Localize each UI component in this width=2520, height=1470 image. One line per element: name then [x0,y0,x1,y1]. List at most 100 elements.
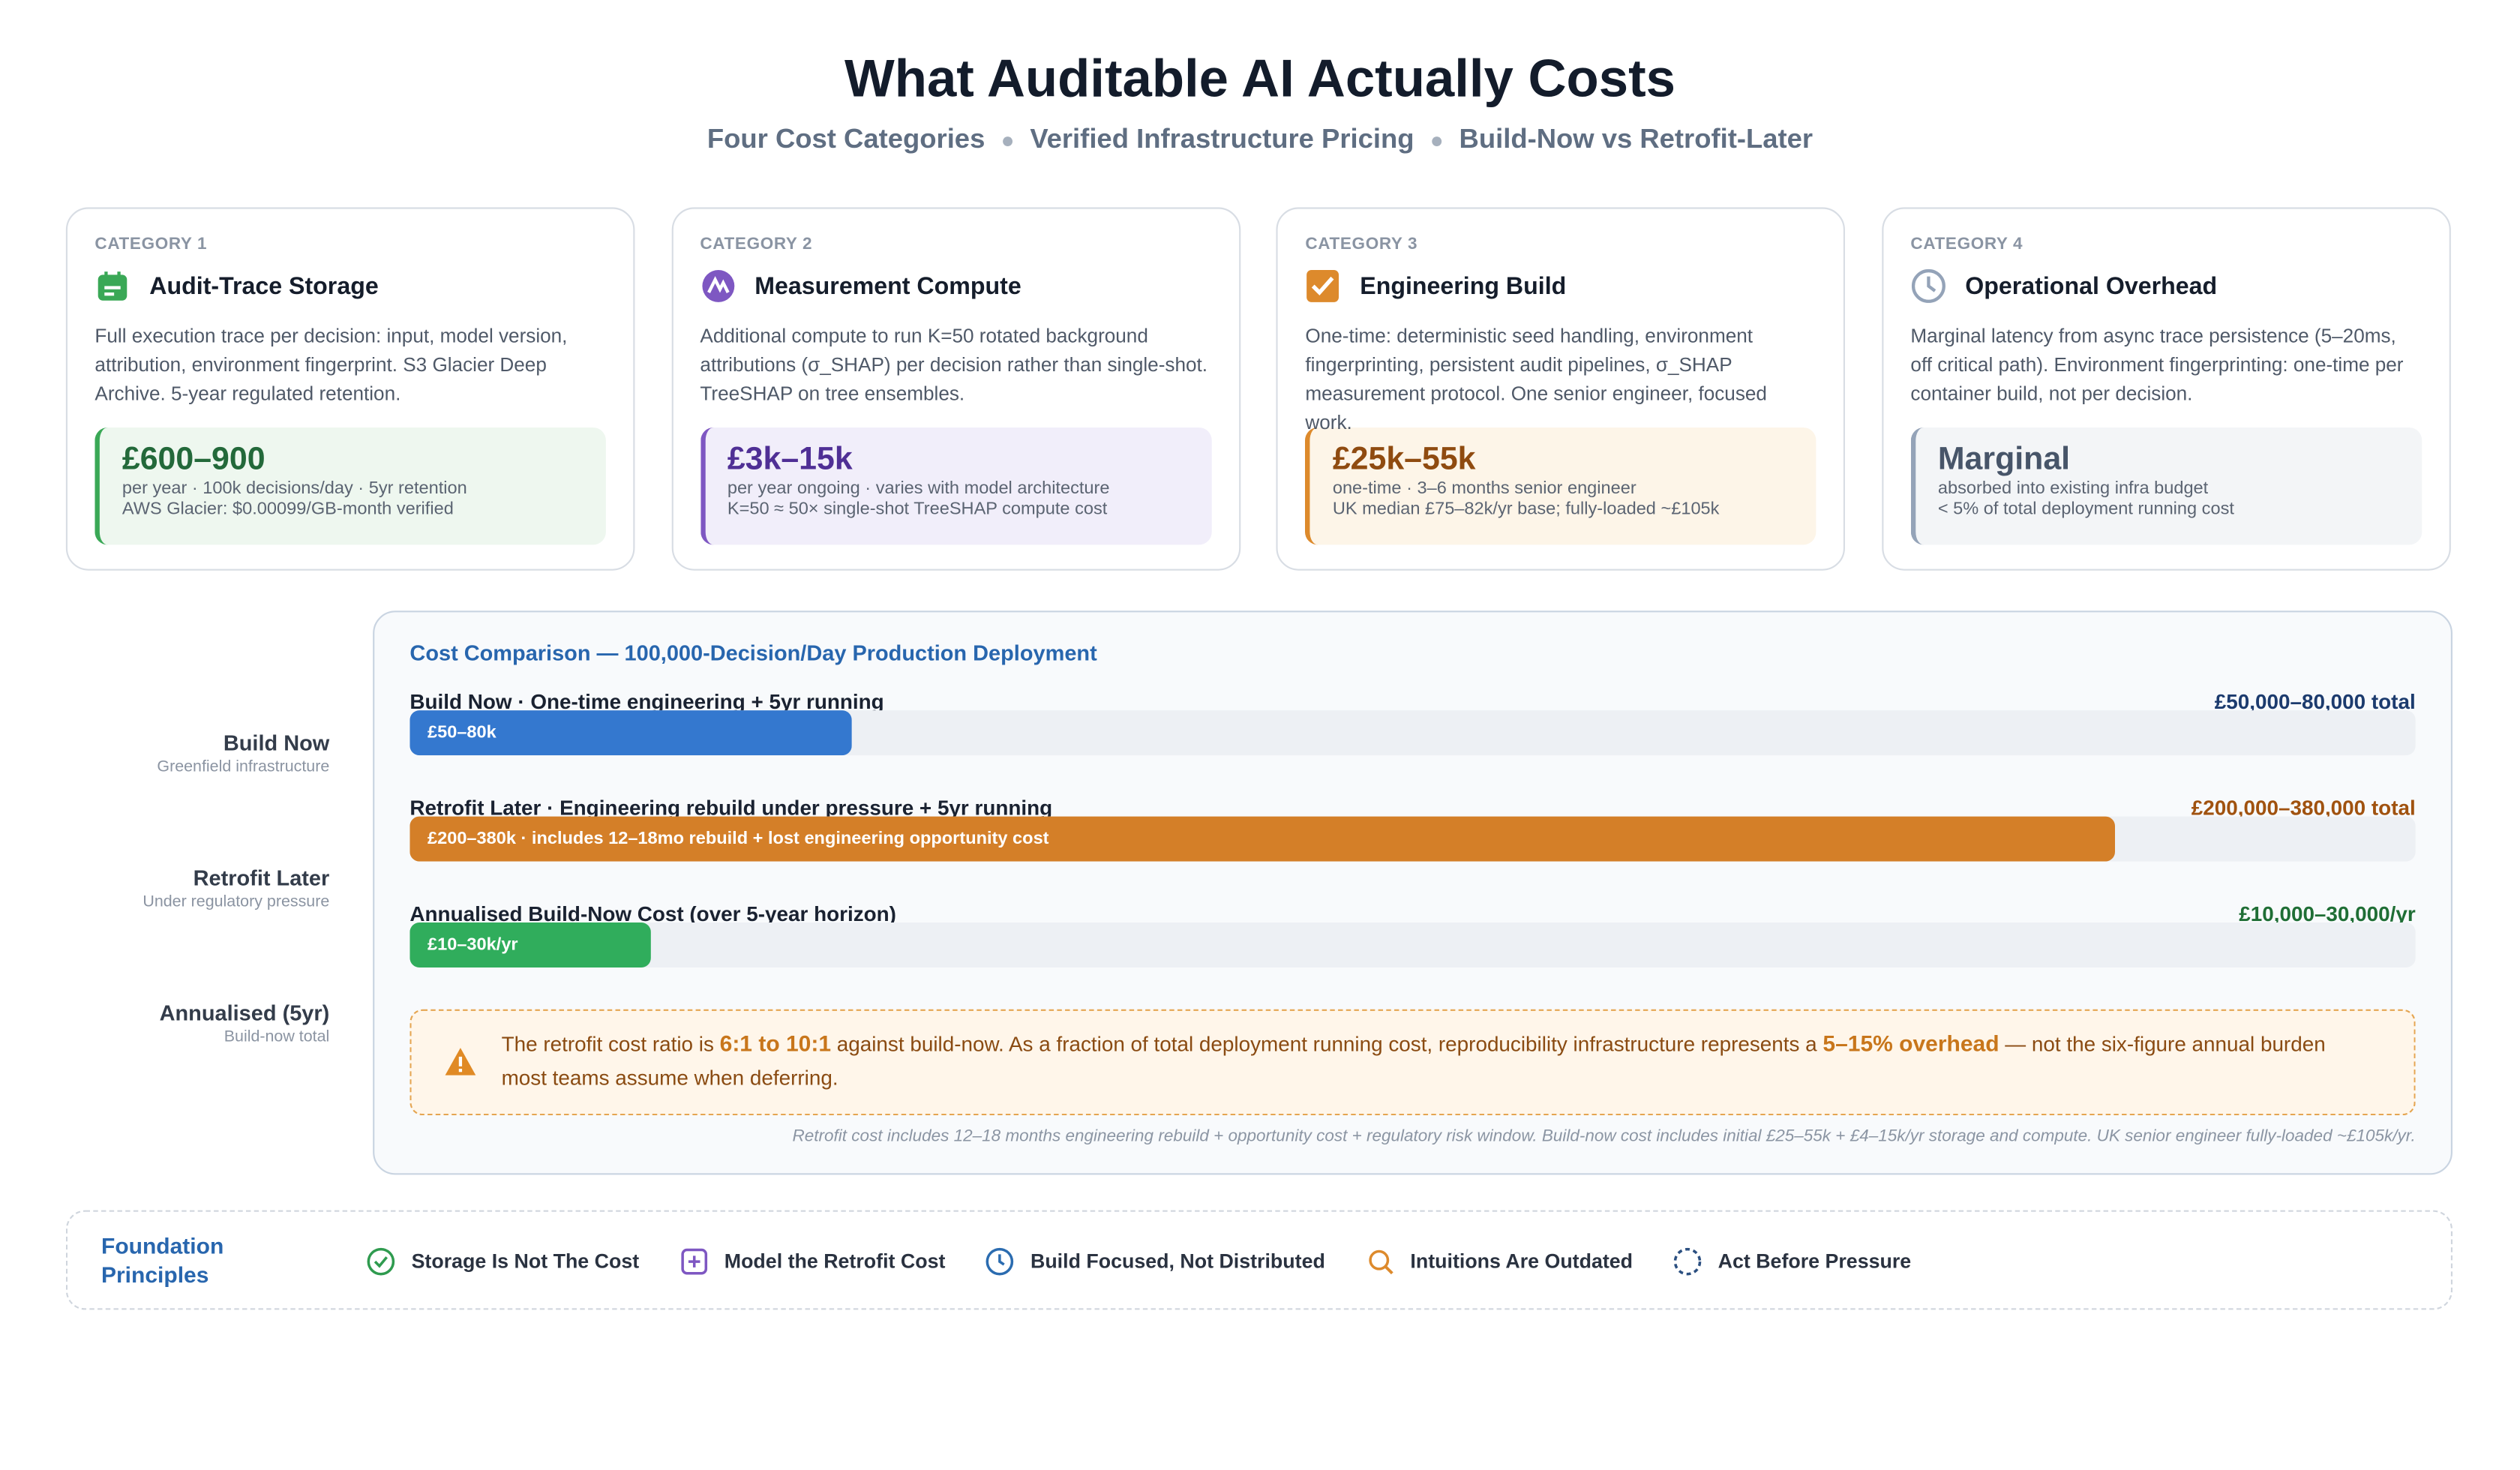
side-subtitle: Under regulatory pressure [142,893,330,911]
category-name: Engineering Build [1360,272,1567,300]
principle: Storage Is Not The Cost [364,1246,639,1278]
callout: The retrofit cost ratio is 6:1 to 10:1 a… [410,1009,2416,1116]
principle: Intuitions Are Outdated [1364,1246,1633,1278]
bar-track: £10–30k/yr [410,922,2416,968]
amount: £600–900 [122,442,266,478]
principle-list: Storage Is Not The Cost Model the Retrofi… [364,1246,1911,1278]
category-name: Operational Overhead [1965,272,2218,300]
category-card: CATEGORY 1 Audit-Trace Storage Full execut… [65,207,635,571]
principle: Model the Retrofit Cost [678,1246,946,1278]
amount: £25k–55k [1332,442,1476,478]
separator-dot [1002,136,1012,146]
side-label: Annualised (5yr) Build-now total [64,1001,330,1046]
category-card: CATEGORY 2 Measurement Compute Additional … [670,207,1240,571]
icon [1306,270,1340,302]
separator-dot [1432,136,1442,146]
icon [367,1247,395,1276]
subtitle-item: Verified Infrastructure Pricing [1030,124,1414,154]
amount-box: £3k–15k per year ongoing · varies with mo… [700,428,1211,545]
category-label: CATEGORY 4 [1910,234,2024,254]
row-total: £200,000–380,000 total [2191,795,2416,820]
category-heading: Measurement Compute [700,266,1210,308]
bar-label: £50–80k [428,723,496,742]
category-card: CATEGORY 4 Operational Overhead Marginal l… [1881,207,2451,571]
row-label: Build Now · One-time engineering + 5yr r… [410,689,884,714]
row-total: £50,000–80,000 total [2214,689,2416,714]
category-description: Marginal latency from async trace persis… [1910,324,2404,405]
side-label: Build Now Greenfield infrastructure [64,730,330,776]
side-label: Retrofit Later Under regulatory pressure [64,866,330,911]
category-description: Additional compute to run K=50 rotated b… [700,324,1208,405]
amount-note: K=50 ≈ 50× single-shot TreeSHAP compute … [727,500,1108,520]
icon [680,1248,707,1275]
footnote: Retrofit cost includes 12–18 months engi… [792,1126,2416,1146]
principle: Act Before Pressure [1671,1246,1911,1278]
category-card: CATEGORY 3 Engineering Build One-time: det… [1276,207,1846,571]
category-label: CATEGORY 1 [94,234,208,254]
side-title: Build Now [223,730,330,756]
principles: Foundation Principles Storage Is Not The… [65,1210,2452,1310]
bar: £200–380k · includes 12–18mo rebuild + l… [410,816,2115,862]
bar: £10–30k/yr [410,922,651,968]
page-title: What Auditable AI Actually Costs [844,48,1676,108]
category-description: One-time: deterministic seed handling, e… [1305,324,1767,434]
subtitle: Four Cost Categories Verified Infrastruct… [0,124,2520,156]
comparison-row: Retrofit Later · Engineering rebuild und… [410,795,2416,862]
principle-text: Storage Is Not The Cost [411,1250,640,1274]
callout-highlight: 5–15% overhead [1822,1030,2000,1056]
callout-text: The retrofit cost ratio is [501,1031,720,1056]
row-label: Annualised Build-Now Cost (over 5-year h… [410,902,896,926]
side-subtitle: Greenfield infrastructure [157,758,330,776]
bar-track: £50–80k [410,710,2416,756]
row-total: £10,000–30,000/yr [2239,902,2416,926]
category-label: CATEGORY 2 [700,234,813,254]
amount-box: £25k–55k one-time · 3–6 months senior eng… [1305,428,1816,545]
icon [986,1247,1014,1276]
bar-label: £10–30k/yr [428,935,518,955]
category-label: CATEGORY 3 [1305,234,1418,254]
amount-note: one-time · 3–6 months senior engineer [1332,478,1636,499]
principle-text: Act Before Pressure [1718,1250,1912,1274]
amount: Marginal [1937,442,2071,478]
warning-icon [445,1048,476,1076]
icon [1673,1247,1702,1276]
category-heading: Engineering Build [1305,266,1816,308]
principles-title: Foundation Principles [101,1232,224,1288]
amount-note: per year ongoing · varies with model arc… [727,478,1110,499]
side-title: Annualised (5yr) [159,1001,330,1026]
principle-text: Intuitions Are Outdated [1410,1250,1634,1274]
panel-title: Cost Comparison — 100,000-Decision/Day P… [410,641,1097,666]
category-heading: Audit-Trace Storage [94,266,605,308]
category-heading: Operational Overhead [1910,266,2421,308]
principle-text: Build Focused, Not Distributed [1030,1250,1325,1274]
comparison-row: Annualised Build-Now Cost (over 5-year h… [410,902,2416,968]
callout-text: against build-now. As a fraction of tota… [831,1031,1823,1056]
category-description: Full execution trace per decision: input… [94,324,568,405]
callout-text: — not the six-figure annual burden most … [501,1031,2326,1090]
subtitle-item: Build-Now vs Retrofit-Later [1459,124,1814,154]
icon [701,270,734,302]
bar: £50–80k [410,710,851,756]
amount-note: per year · 100k decisions/day · 5yr rete… [122,478,467,499]
category-name: Measurement Compute [754,272,1022,300]
icon [98,272,128,301]
comparison-row: Build Now · One-time engineering + 5yr r… [410,689,2416,756]
amount-note: absorbed into existing infra budget [1937,478,2209,499]
bar-track: £200–380k · includes 12–18mo rebuild + l… [410,816,2416,862]
amount-note: AWS Glacier: $0.00099/GB-month verified [122,500,454,520]
comparison-panel: Cost Comparison — 100,000-Decision/Day P… [373,610,2453,1175]
principle-text: Model the Retrofit Cost [724,1250,946,1274]
side-title: Retrofit Later [193,866,330,891]
amount: £3k–15k [727,442,853,478]
amount-note: < 5% of total deployment running cost [1937,500,2234,520]
icon [1368,1250,1393,1275]
category-name: Audit-Trace Storage [149,272,379,300]
row-label: Retrofit Later · Engineering rebuild und… [410,795,1053,820]
amount-box: £600–900 per year · 100k decisions/day · … [94,428,606,545]
subtitle-item: Four Cost Categories [706,124,986,154]
principle: Build Focused, Not Distributed [984,1246,1325,1278]
icon [1911,268,1946,303]
side-subtitle: Build-now total [224,1028,330,1046]
